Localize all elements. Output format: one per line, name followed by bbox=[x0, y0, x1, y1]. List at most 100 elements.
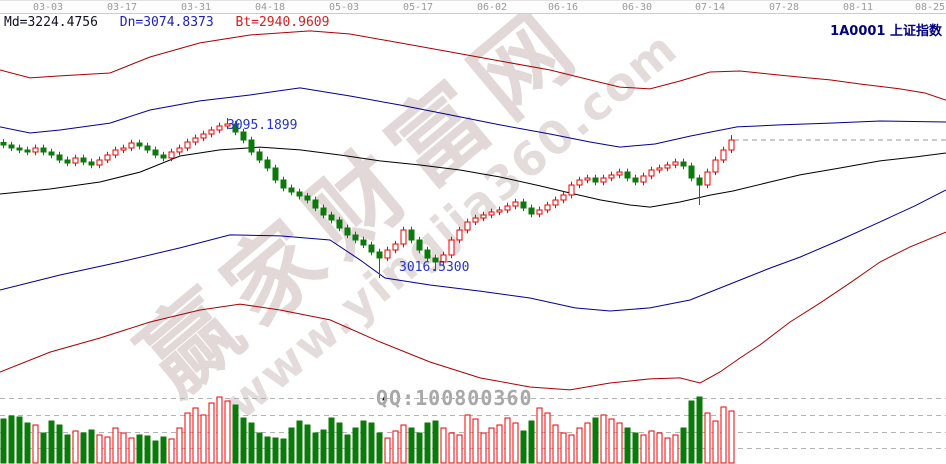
candle-body bbox=[560, 194, 567, 201]
volume-bar bbox=[424, 422, 431, 464]
candle-body bbox=[408, 229, 415, 241]
candle-body bbox=[208, 129, 215, 135]
indicator-md-value: Md=3224.4756 bbox=[4, 15, 98, 30]
candle-body bbox=[696, 177, 703, 186]
candle-body bbox=[120, 147, 127, 151]
volume-bar bbox=[240, 417, 247, 464]
candle-body bbox=[424, 249, 431, 259]
volume-bar bbox=[368, 422, 375, 464]
volume-bar bbox=[320, 429, 327, 464]
candle-body bbox=[128, 142, 135, 149]
volume-bar bbox=[232, 404, 239, 464]
volume-bar bbox=[672, 434, 679, 464]
volume-bar bbox=[376, 432, 383, 464]
volume-bar bbox=[568, 434, 575, 464]
volume-bar bbox=[8, 415, 15, 464]
candle-body bbox=[312, 199, 319, 209]
candle-body bbox=[160, 154, 167, 159]
volume-bar bbox=[312, 432, 319, 464]
candle-body bbox=[56, 154, 63, 161]
candle-body bbox=[64, 159, 71, 164]
volume-bar bbox=[144, 435, 151, 464]
volume-bar bbox=[80, 432, 87, 464]
volume-bar bbox=[520, 430, 527, 464]
candle-body bbox=[304, 195, 311, 201]
band-line-middle bbox=[0, 146, 946, 208]
volume-bar bbox=[264, 436, 271, 464]
volume-bar bbox=[584, 422, 591, 464]
band-line-lower-outer bbox=[0, 231, 946, 391]
candle-body bbox=[448, 239, 455, 256]
indicator-dn-value: Dn=3074.8373 bbox=[119, 15, 214, 30]
volume-bar bbox=[88, 429, 95, 464]
volume-bar bbox=[48, 420, 55, 464]
volume-bar bbox=[16, 416, 23, 464]
candle-body bbox=[136, 142, 143, 147]
candle-body bbox=[664, 164, 671, 169]
candle-body bbox=[552, 199, 559, 206]
volume-bar bbox=[160, 436, 167, 464]
volume-bar bbox=[352, 427, 359, 464]
candle-body bbox=[512, 201, 519, 207]
candle-body bbox=[464, 221, 471, 231]
candle-body bbox=[592, 177, 599, 183]
candle-body bbox=[728, 139, 735, 151]
low-price-annotation: 3016.5300 bbox=[399, 260, 470, 275]
volume-bar bbox=[184, 412, 191, 464]
volume-bar bbox=[480, 432, 487, 464]
volume-bar bbox=[328, 417, 335, 464]
candle-body bbox=[608, 174, 615, 179]
candle-body bbox=[272, 167, 279, 181]
candle-body bbox=[576, 179, 583, 186]
volume-bar bbox=[504, 417, 511, 464]
candle-body bbox=[8, 144, 15, 149]
candle-body bbox=[536, 209, 543, 215]
volume-bar bbox=[32, 424, 39, 464]
volume-bar bbox=[512, 422, 519, 464]
volume-bar bbox=[344, 434, 351, 464]
volume-bar bbox=[728, 410, 735, 464]
volume-bar bbox=[120, 432, 127, 464]
volume-bar bbox=[56, 424, 63, 464]
candle-body bbox=[600, 177, 607, 183]
axis-date-label: 06-30 bbox=[621, 2, 653, 13]
volume-bar bbox=[448, 432, 455, 464]
candle-body bbox=[280, 179, 287, 189]
band-line-lower-inner bbox=[0, 189, 946, 312]
volume-bar bbox=[216, 396, 223, 464]
candle-body bbox=[504, 205, 511, 211]
candle-body bbox=[472, 217, 479, 223]
candle-body bbox=[680, 161, 687, 167]
volume-bar bbox=[112, 427, 119, 464]
candle-body bbox=[568, 184, 575, 196]
axis-date-label: 07-14 bbox=[694, 2, 726, 13]
candle-body bbox=[648, 169, 655, 177]
candle-body bbox=[288, 187, 295, 193]
volume-bar bbox=[392, 430, 399, 464]
volume-bar bbox=[616, 422, 623, 464]
volume-bar bbox=[104, 436, 111, 464]
volume-bar bbox=[440, 427, 447, 464]
candle-body bbox=[248, 139, 255, 153]
axis-date-label: 05-03 bbox=[328, 2, 360, 13]
candle-body bbox=[176, 147, 183, 153]
triangle-marker-icon: ▲ bbox=[382, 393, 388, 403]
candle-body bbox=[616, 171, 623, 176]
candle-body bbox=[0, 141, 7, 146]
candle-body bbox=[336, 219, 343, 229]
volume-bar bbox=[248, 422, 255, 464]
volume-bar bbox=[632, 432, 639, 464]
candle-body bbox=[496, 209, 503, 213]
candle-body bbox=[352, 234, 359, 241]
volume-bar bbox=[536, 407, 543, 464]
volume-bar bbox=[488, 427, 495, 464]
band-line-upper-inner bbox=[0, 87, 946, 148]
candle-body bbox=[168, 151, 175, 159]
volume-bar bbox=[704, 412, 711, 464]
candle-body bbox=[432, 257, 439, 263]
volume-bar bbox=[288, 427, 295, 464]
volume-bar bbox=[200, 414, 207, 464]
axis-date-label: 03-03 bbox=[32, 2, 64, 13]
volume-bar bbox=[96, 434, 103, 464]
